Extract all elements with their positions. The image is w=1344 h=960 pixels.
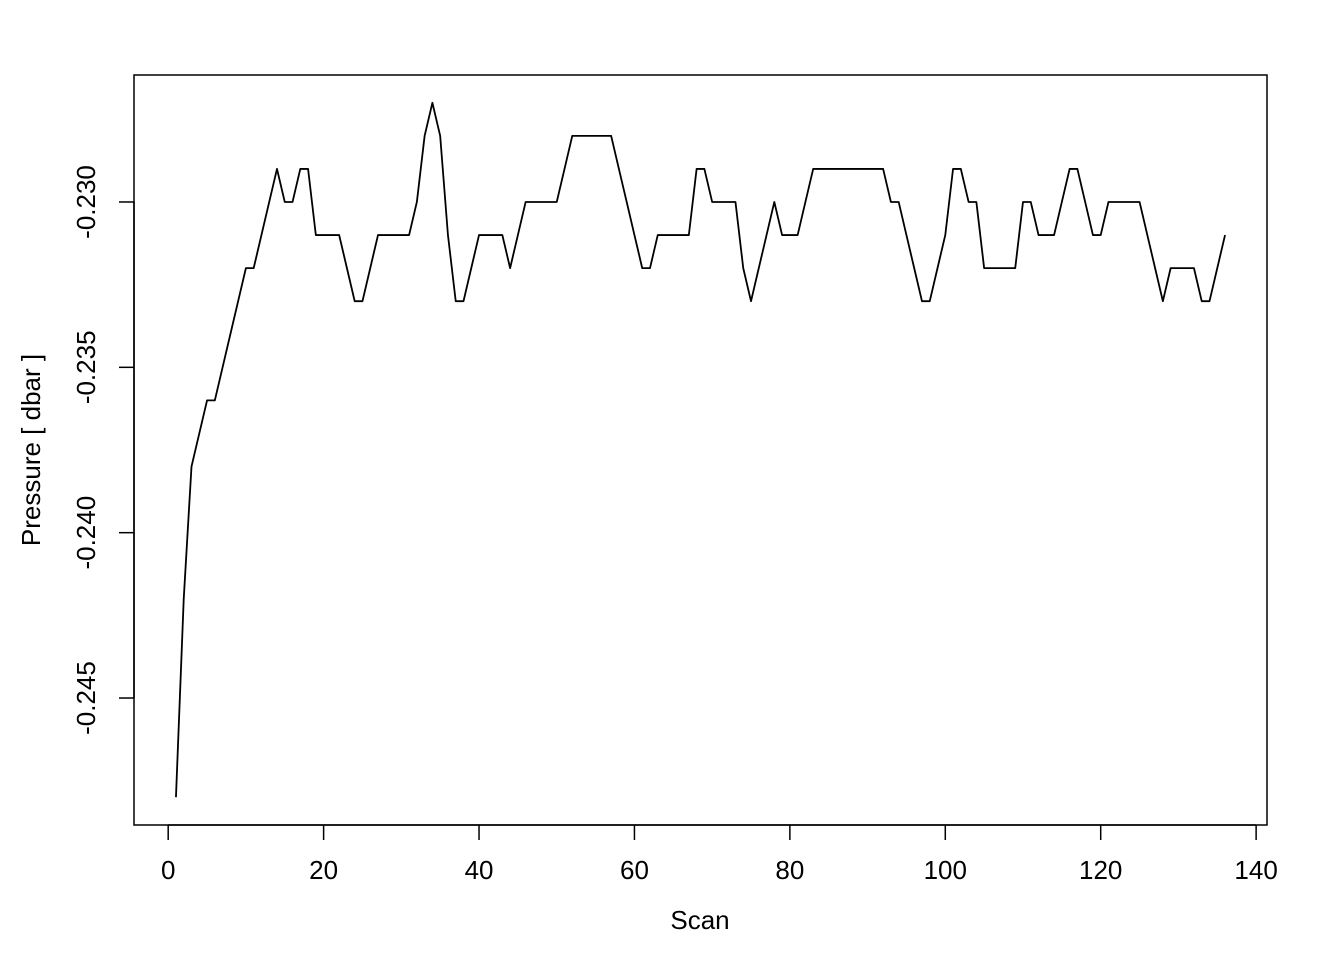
x-tick-label: 120 [1079, 855, 1122, 885]
x-tick-label: 60 [620, 855, 649, 885]
plot-frame [133, 74, 1268, 826]
x-axis-label: Scan [670, 905, 729, 935]
y-tick-label: -0.245 [71, 661, 101, 735]
data-line [175, 101, 1226, 798]
x-tick-label: 100 [924, 855, 967, 885]
x-tick-label: 140 [1234, 855, 1277, 885]
x-tick-label: 80 [775, 855, 804, 885]
y-axis-label: Pressure [ dbar ] [16, 354, 46, 546]
y-tick-label: -0.240 [71, 496, 101, 570]
x-tick-label: 20 [309, 855, 338, 885]
x-tick-label: 0 [161, 855, 175, 885]
y-tick-label: -0.230 [71, 165, 101, 239]
y-tick-label: -0.235 [71, 330, 101, 404]
x-tick-label: 40 [465, 855, 494, 885]
